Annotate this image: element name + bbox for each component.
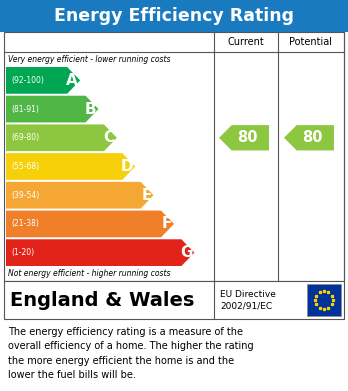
Text: (69-80): (69-80): [11, 133, 39, 142]
Bar: [4, 32, 344, 281]
Text: F: F: [161, 217, 172, 231]
Polygon shape: [284, 125, 334, 151]
Polygon shape: [6, 124, 117, 151]
Polygon shape: [6, 239, 195, 266]
Text: E: E: [141, 188, 152, 203]
Text: C: C: [104, 130, 115, 145]
Text: A: A: [66, 73, 78, 88]
Text: Energy Efficiency Rating: Energy Efficiency Rating: [54, 7, 294, 25]
Bar: [0, 0, 348, 32]
Polygon shape: [6, 211, 174, 237]
Text: D: D: [120, 159, 133, 174]
Polygon shape: [6, 96, 98, 122]
Polygon shape: [6, 182, 153, 208]
Text: Potential: Potential: [290, 37, 332, 47]
Text: (21-38): (21-38): [11, 219, 39, 228]
Text: Current: Current: [228, 37, 264, 47]
Text: 80: 80: [237, 130, 257, 145]
Text: England & Wales: England & Wales: [10, 291, 195, 310]
Text: B: B: [85, 102, 96, 117]
Polygon shape: [6, 153, 135, 180]
Text: Not energy efficient - higher running costs: Not energy efficient - higher running co…: [8, 269, 171, 278]
Text: (39-54): (39-54): [11, 191, 39, 200]
Text: (92-100): (92-100): [11, 76, 44, 85]
Text: (81-91): (81-91): [11, 104, 39, 113]
Polygon shape: [219, 125, 269, 151]
Text: Very energy efficient - lower running costs: Very energy efficient - lower running co…: [8, 54, 171, 63]
Text: G: G: [180, 245, 192, 260]
Text: The energy efficiency rating is a measure of the
overall efficiency of a home. T: The energy efficiency rating is a measur…: [8, 327, 254, 380]
Text: (1-20): (1-20): [11, 248, 34, 257]
Bar: [4, 281, 344, 319]
Bar: [307, 284, 341, 316]
Polygon shape: [6, 67, 80, 94]
Text: 80: 80: [302, 130, 322, 145]
Text: EU Directive
2002/91/EC: EU Directive 2002/91/EC: [220, 290, 276, 310]
Text: (55-68): (55-68): [11, 162, 39, 171]
